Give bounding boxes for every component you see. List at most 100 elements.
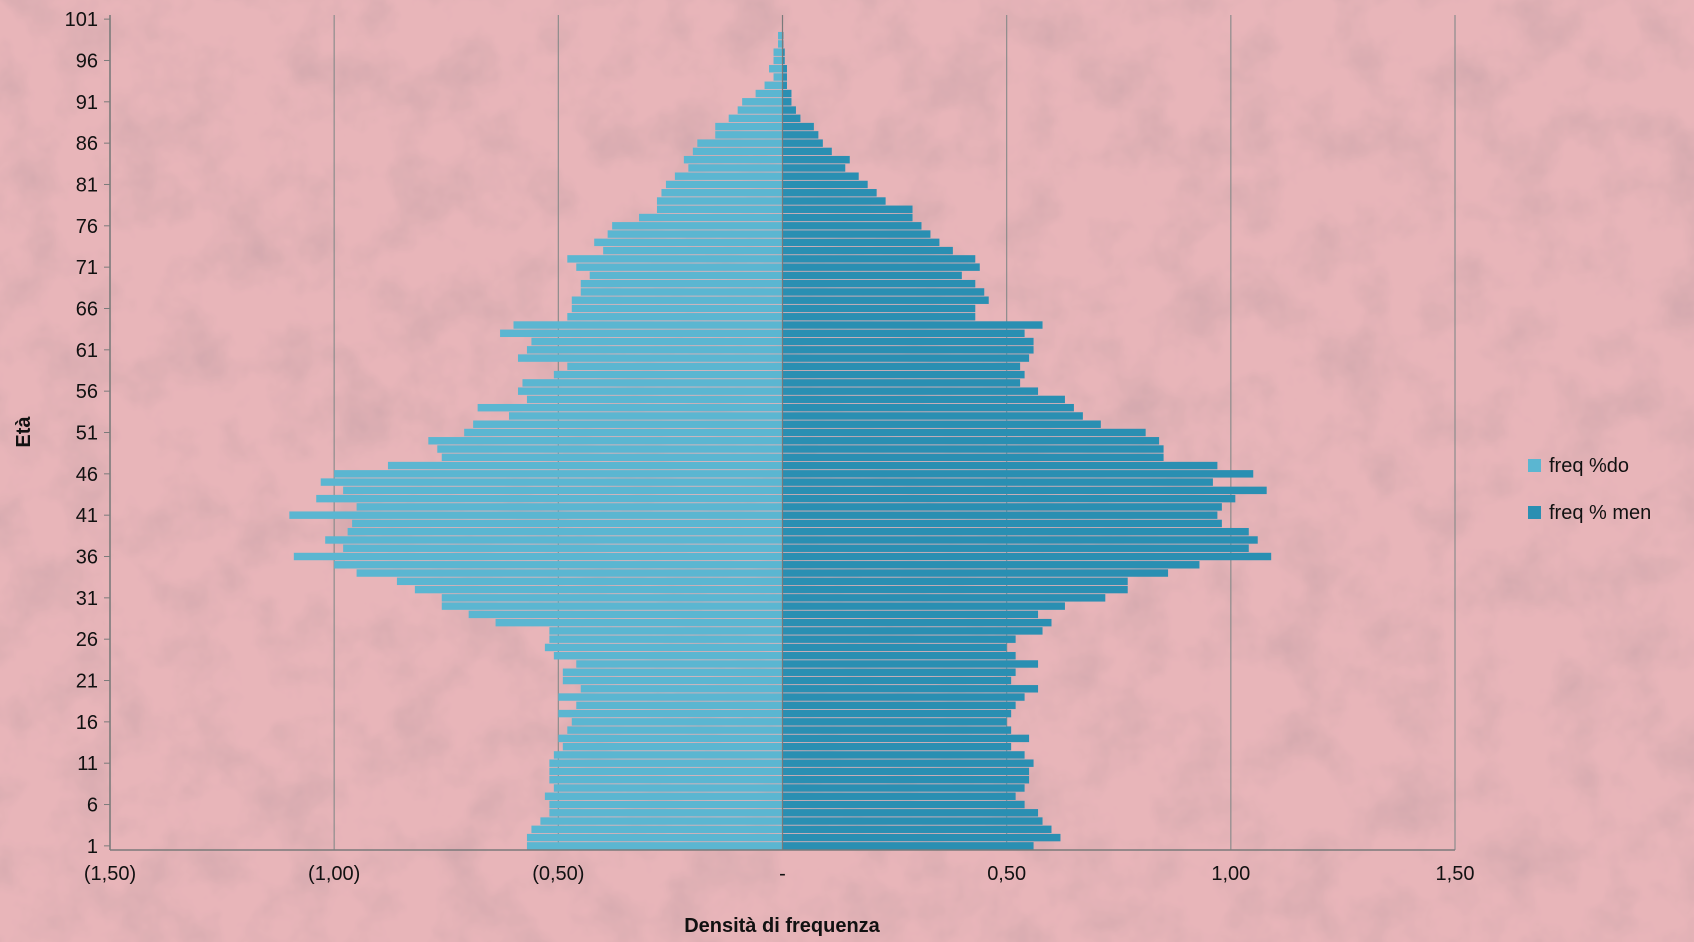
bar-men-age-50	[782, 437, 1160, 445]
bar-women-age-12	[553, 751, 783, 759]
bar-women-age-29	[468, 610, 783, 619]
bar-women-age-40	[352, 519, 783, 528]
bar-women-age-64	[513, 321, 783, 329]
bar-women-age-57	[522, 379, 783, 387]
bar-women-age-99	[778, 31, 783, 40]
bar-men-age-54	[782, 403, 1074, 412]
bar-women-age-31	[441, 594, 783, 602]
bar-women-age-83	[688, 164, 783, 172]
bar-women-age-41	[289, 511, 783, 519]
bar-women-age-98	[778, 40, 783, 48]
bar-women-age-14	[558, 734, 783, 743]
bar-women-age-19	[558, 693, 783, 701]
bar-women-age-13	[562, 742, 783, 751]
bar-men-age-32	[782, 585, 1128, 594]
y-tick-label-41: 41	[76, 505, 98, 527]
bar-men-age-77	[782, 213, 913, 222]
y-tick-label-76: 76	[76, 216, 98, 238]
bar-men-age-76	[782, 222, 922, 230]
bar-men-age-40	[782, 519, 1222, 528]
bar-women-age-84	[683, 155, 783, 164]
bar-men-age-78	[782, 205, 913, 214]
bar-women-age-15	[567, 726, 783, 734]
bar-men-age-21	[782, 676, 1012, 685]
bar-women-age-96	[773, 56, 783, 65]
y-tick-label-46: 46	[76, 464, 98, 486]
bar-women-age-91	[742, 98, 783, 106]
bar-women-age-35	[334, 561, 783, 569]
y-tick-labels: 1611162126313641465156616671768186919610…	[65, 9, 110, 858]
bar-men-age-91	[782, 98, 792, 106]
y-tick-label-21: 21	[76, 671, 98, 693]
bar-men-age-30	[782, 602, 1065, 610]
legend-swatch-women	[1528, 459, 1541, 472]
bar-men-age-25	[782, 643, 1007, 652]
legend-label-women: freq %do	[1549, 455, 1629, 477]
bar-men-age-43	[782, 494, 1236, 503]
y-tick-label-51: 51	[76, 423, 98, 445]
bar-women-age-39	[347, 527, 783, 536]
bar-women-age-52	[473, 420, 783, 428]
bar-women-age-2	[526, 833, 783, 842]
bar-women-age-22	[562, 668, 783, 676]
bar-men-age-18	[782, 701, 1016, 710]
y-tick-label-31: 31	[76, 588, 98, 610]
bar-men-age-74	[782, 238, 940, 247]
bar-men-age-26	[782, 635, 1016, 643]
bar-men-age-22	[782, 668, 1016, 676]
bar-women-age-26	[549, 635, 783, 643]
bar-women-age-28	[495, 618, 783, 627]
bar-men-age-69	[782, 279, 976, 288]
bar-women-age-69	[580, 279, 783, 288]
bar-men-age-36	[782, 552, 1272, 561]
bar-women-age-59	[567, 362, 783, 371]
bar-men-age-49	[782, 445, 1164, 453]
bar-men-age-88	[782, 122, 814, 131]
bar-women-age-72	[567, 255, 783, 263]
bar-men-age-92	[782, 89, 792, 98]
legend-swatch-men	[1528, 506, 1541, 519]
bar-women-age-66	[571, 304, 783, 313]
x-axis-title: Densità di frequenza	[684, 915, 880, 937]
bar-women-age-63	[500, 329, 783, 338]
bar-women-age-3	[531, 825, 783, 834]
bar-women-age-53	[509, 412, 783, 420]
bar-women-age-45	[320, 478, 783, 486]
bar-women-age-48	[441, 453, 783, 462]
bar-women-age-24	[553, 651, 783, 660]
bar-men-age-53	[782, 412, 1083, 420]
bar-men-age-45	[782, 478, 1213, 486]
bar-women-age-81	[665, 180, 783, 189]
bar-women-age-62	[531, 337, 783, 346]
bar-men-age-90	[782, 106, 796, 114]
bar-men-age-12	[782, 751, 1025, 759]
bar-women-age-30	[441, 602, 783, 610]
bar-women-age-4	[540, 817, 783, 825]
bar-women-age-27	[549, 627, 783, 635]
bar-men-age-71	[782, 263, 980, 271]
bar-men-age-34	[782, 569, 1169, 577]
bar-men-age-62	[782, 337, 1034, 346]
bar-men-age-2	[782, 833, 1061, 842]
x-tick-labels: (1,50) (1,00) (0,50) - 0,50 1,00 1,50	[84, 863, 1475, 885]
bar-men-age-35	[782, 561, 1200, 569]
bar-men-age-1	[782, 842, 1034, 850]
bar-women-age-75	[607, 230, 783, 238]
bar-men-age-61	[782, 346, 1034, 354]
bar-women-age-73	[603, 246, 783, 255]
y-tick-label-6: 6	[87, 795, 98, 817]
bar-women-age-32	[414, 585, 783, 594]
bar-men-age-31	[782, 594, 1106, 602]
bar-women-age-25	[544, 643, 783, 652]
bar-women-age-51	[464, 428, 783, 437]
bar-women-age-7	[544, 792, 783, 800]
bar-men-age-56	[782, 387, 1039, 395]
bar-men-age-87	[782, 131, 819, 139]
bar-women-age-68	[580, 288, 783, 296]
bar-women-age-86	[697, 139, 783, 147]
y-tick-label-86: 86	[76, 133, 98, 155]
bar-women-age-89	[728, 114, 783, 123]
bar-men-age-33	[782, 577, 1128, 586]
bar-women-age-77	[639, 213, 783, 222]
